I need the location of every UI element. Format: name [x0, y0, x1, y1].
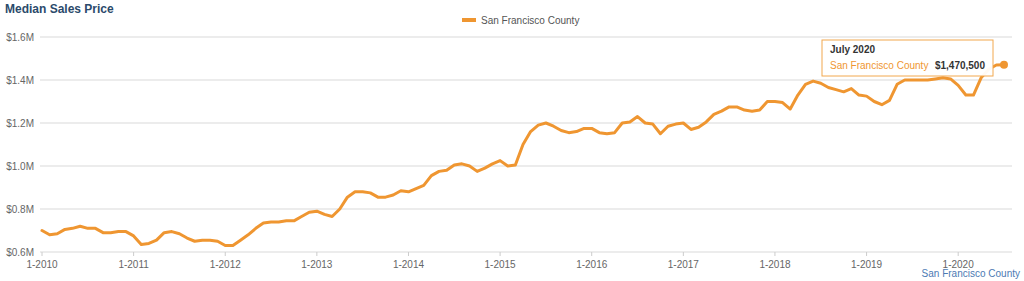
plot-area — [42, 61, 1008, 246]
y-tick-label: $1.4M — [6, 75, 34, 86]
y-tick-label: $1.6M — [6, 32, 34, 43]
y-tick-label: $1.0M — [6, 161, 34, 172]
source-label: San Francisco County — [922, 268, 1020, 279]
x-tick-label: 1-2019 — [851, 259, 883, 270]
x-tick-label: 1-2011 — [118, 259, 149, 270]
x-tick — [683, 252, 684, 256]
tooltip-box — [822, 40, 993, 76]
title: Median Sales Price — [5, 2, 114, 16]
tooltip-title: July 2020 — [830, 44, 875, 55]
x-tick-label: 1-2016 — [576, 259, 608, 270]
x-tick-label: 1-2018 — [759, 259, 791, 270]
x-tick — [591, 252, 592, 256]
x-tick-label: 1-2017 — [668, 259, 700, 270]
x-tick — [500, 252, 501, 256]
x-tick — [408, 252, 409, 256]
x-tick — [866, 252, 867, 256]
x-tick — [42, 252, 43, 256]
x-tick-label: 1-2015 — [485, 259, 517, 270]
grid-line — [40, 80, 1012, 81]
grid-line — [40, 123, 1012, 124]
x-tick — [133, 252, 134, 256]
chart: Median Sales Price $0.6M $0.8M $1.0M $1.2M $1… — [0, 0, 1024, 281]
grid-line — [40, 166, 1012, 167]
x-tick — [774, 252, 775, 256]
x-tick-label: 1-2012 — [210, 259, 242, 270]
grid-line — [40, 209, 1012, 210]
y-tick-label: $0.8M — [6, 204, 34, 215]
legend-swatch — [462, 18, 476, 22]
x-tick — [225, 252, 226, 256]
tooltip-value: $1,470,500 — [935, 60, 985, 71]
x-tick-label: 1-2013 — [301, 259, 333, 270]
annotation-marker — [1000, 61, 1008, 69]
y-tick-label: $0.6M — [6, 247, 34, 258]
y-tick-label: $1.2M — [6, 118, 34, 129]
x-tick — [958, 252, 959, 256]
tooltip-series: San Francisco County — [830, 60, 928, 71]
legend-label: San Francisco County — [481, 15, 579, 26]
series-line — [42, 65, 1004, 246]
x-tick-label: 1-2010 — [26, 259, 58, 270]
x-tick — [316, 252, 317, 256]
x-tick-label: 1-2014 — [393, 259, 425, 270]
grid-line — [40, 37, 1012, 38]
